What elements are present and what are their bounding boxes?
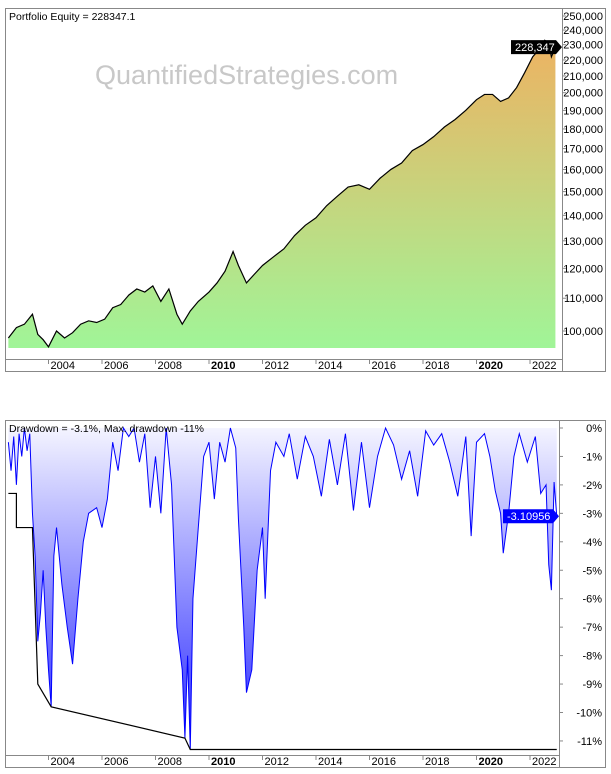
drawdown-last-value-tag: -3.10956 [503, 509, 559, 524]
drawdown-x-tick-label: 2018 [425, 756, 449, 768]
drawdown-x-tick-label: 2004 [51, 756, 75, 768]
equity-y-tick-label: 100,000 [563, 326, 603, 338]
equity-title: Portfolio Equity = 228347.1 [9, 11, 136, 23]
equity-y-tick-label: 250,000 [563, 11, 603, 23]
equity-panel: QuantifiedStrategies.com 250,000240,0002… [5, 8, 606, 372]
drawdown-x-tick-label: 2014 [318, 756, 342, 768]
drawdown-panel: 0% -1% -2% -3% -4% -5% -6% -7% -8% -9% -10% -11% 20… [5, 420, 606, 768]
drawdown-line [7, 426, 558, 750]
equity-y-tick-label: 230,000 [563, 40, 603, 52]
drawdown-x-ticks: 2004 2006 2008 2010 2012 2014 2016 2018 2020 2022 [48, 756, 556, 768]
drawdown-y-tick-label: -2% [582, 480, 602, 492]
equity-y-tick-label: 150,000 [563, 187, 603, 199]
drawdown-x-tick-label: 2012 [265, 756, 289, 768]
drawdown-title: Drawdown = -3.1%, Max. drawdown -11% [9, 423, 204, 435]
drawdown-x-tick-label: 2020 [479, 756, 503, 768]
drawdown-x-tick-label: 2022 [532, 756, 556, 768]
equity-x-tick-label: 2018 [425, 360, 449, 372]
drawdown-y-tick-label: 0% [586, 423, 602, 435]
drawdown-y-tick-label: -1% [582, 451, 602, 463]
drawdown-y-tick-label: -3% [582, 508, 602, 520]
max-drawdown-line [8, 492, 557, 751]
equity-x-tick-label: 2022 [532, 360, 556, 372]
drawdown-y-tick-label: -10% [576, 708, 602, 720]
drawdown-y-tick-label: -7% [582, 622, 602, 634]
drawdown-x-tick-label: 2010 [211, 756, 235, 768]
equity-y-tick-label: 210,000 [563, 71, 603, 83]
equity-x-tick-label: 2014 [318, 360, 342, 372]
drawdown-x-tick-label: 2008 [158, 756, 182, 768]
equity-y-tick-label: 120,000 [563, 263, 603, 275]
drawdown-y-tick-label: -11% [577, 736, 602, 748]
drawdown-y-tick-label: -8% [582, 651, 602, 663]
equity-y-tick-label: 220,000 [563, 55, 603, 67]
drawdown-y-tick-label: -5% [582, 565, 602, 577]
equity-last-value-tag: 228,347 [511, 40, 562, 55]
equity-last-value: 228,347 [515, 42, 555, 54]
equity-line [7, 39, 556, 348]
equity-y-tick-label: 110,000 [564, 293, 603, 305]
drawdown-y-tick-label: -9% [582, 679, 602, 691]
equity-x-tick-label: 2016 [372, 360, 396, 372]
drawdown-area-fill [8, 428, 557, 750]
equity-x-ticks: 2004 2006 2008 2010 2012 2014 2016 2018 2020 2022 [48, 360, 556, 372]
equity-x-tick-label: 2004 [51, 360, 75, 372]
drawdown-x-tick-label: 2006 [104, 756, 128, 768]
drawdown-y-tick-label: -6% [582, 594, 602, 606]
equity-y-tick-label: 140,000 [563, 210, 603, 222]
equity-x-tick-label: 2006 [104, 360, 128, 372]
equity-y-tick-label: 130,000 [563, 236, 603, 248]
equity-area-fill [8, 40, 556, 348]
equity-x-tick-label: 2008 [158, 360, 182, 372]
equity-y-tick-label: 180,000 [563, 124, 603, 136]
equity-y-tick-label: 170,000 [563, 144, 603, 156]
drawdown-x-tick-label: 2016 [372, 756, 396, 768]
equity-y-ticks: 250,000 240,000 230,000 220,000 210,000 200,0… [562, 11, 603, 338]
equity-y-tick-label: 240,000 [563, 25, 603, 37]
equity-y-tick-label: 190,000 [563, 105, 603, 117]
drawdown-y-tick-label: -4% [582, 537, 602, 549]
drawdown-last-value: -3.10956 [507, 511, 550, 523]
equity-y-tick-label: 160,000 [563, 164, 603, 176]
equity-x-tick-label: 2010 [211, 360, 235, 372]
equity-y-tick-label: 200,000 [563, 88, 603, 100]
equity-x-tick-label: 2020 [479, 360, 503, 372]
equity-x-tick-label: 2012 [265, 360, 289, 372]
drawdown-y-ticks: 0% -1% -2% -3% -4% -5% -6% -7% -8% -9% -10% -11% [559, 423, 602, 748]
watermark: QuantifiedStrategies.com [95, 60, 398, 90]
